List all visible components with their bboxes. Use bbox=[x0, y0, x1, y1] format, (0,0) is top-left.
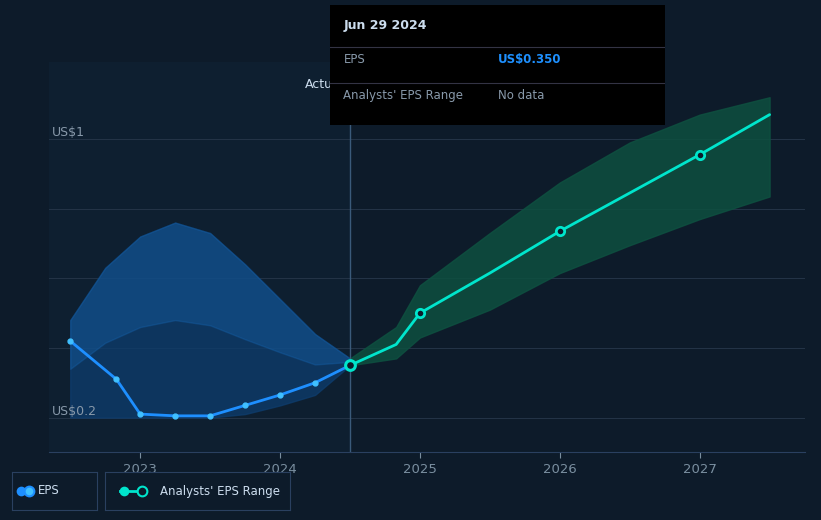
Text: EPS: EPS bbox=[38, 485, 59, 498]
Text: US$0.2: US$0.2 bbox=[52, 405, 97, 418]
Text: US$0.350: US$0.350 bbox=[498, 53, 561, 66]
Text: Analysts' EPS Range: Analysts' EPS Range bbox=[160, 485, 281, 498]
Text: Analysts' EPS Range: Analysts' EPS Range bbox=[343, 89, 463, 102]
Text: Analysts Forecasts: Analysts Forecasts bbox=[355, 78, 472, 91]
Text: US$1: US$1 bbox=[52, 126, 85, 139]
Text: EPS: EPS bbox=[343, 53, 365, 66]
Bar bbox=[49, 62, 350, 452]
Text: No data: No data bbox=[498, 89, 544, 102]
Text: Jun 29 2024: Jun 29 2024 bbox=[343, 19, 427, 32]
Text: Actual: Actual bbox=[305, 78, 344, 91]
